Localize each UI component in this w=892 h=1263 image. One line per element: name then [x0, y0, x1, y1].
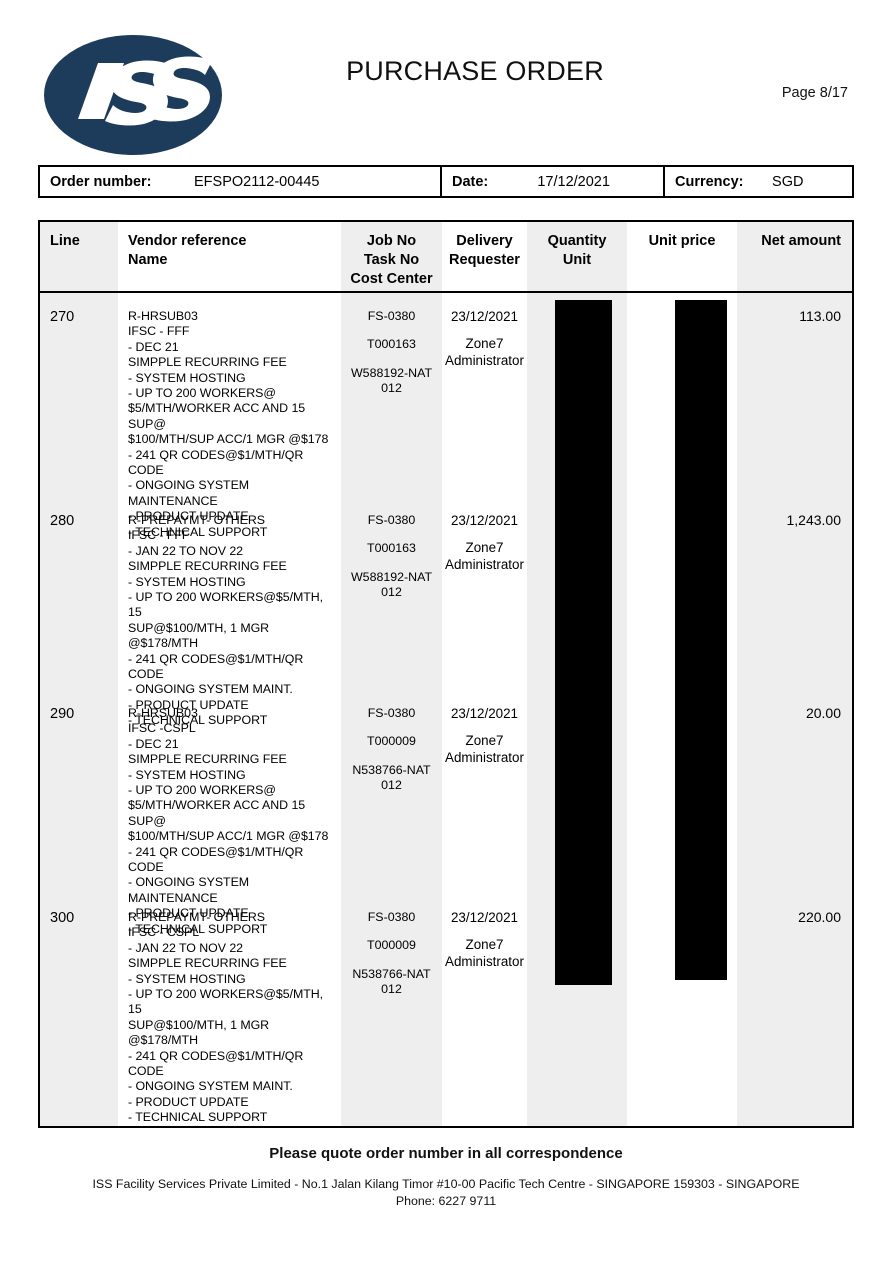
footer-phone: Phone: 6227 9711 [395, 1194, 497, 1208]
cell-vendor-name: R-PREPAYMT- OTHERS IFSC - CSPL - JAN 22 … [128, 910, 324, 1125]
job-number: FS-0380 [367, 910, 416, 924]
cell-delivery: 23/12/2021 Zone7 Administrator [442, 910, 527, 970]
currency-value: SGD [772, 173, 804, 190]
task-number: T000009 [367, 734, 416, 749]
order-info-bar: Order number: EFSPO2112-00445 Date: 17/1… [38, 165, 854, 198]
cell-net-amount: 1,243.00 [786, 512, 842, 528]
currency-label: Currency: [675, 173, 744, 190]
cell-vendor-name: R-HRSUB03 IFSC - FFF - DEC 21 SIMPPLE RE… [128, 309, 329, 539]
cell-line: 270 [50, 309, 75, 325]
document-header: PURCHASE ORDER Page 8/17 [0, 0, 892, 160]
order-date-cell: Date: 17/12/2021 [442, 167, 665, 196]
table-header-row: Line Vendor reference Name Job No Task N… [40, 222, 852, 293]
line-items-table: Line Vendor reference Name Job No Task N… [38, 220, 854, 1128]
table-body: 270 R-HRSUB03 IFSC - FFF - DEC 21 SIMPPL… [40, 293, 852, 1124]
requester: Zone7 Administrator [445, 540, 524, 573]
column-header-unit-price: Unit price [648, 233, 716, 249]
cost-center: N538766-NAT 012 [352, 762, 431, 792]
table-row[interactable]: 270 R-HRSUB03 IFSC - FFF - DEC 21 SIMPPL… [40, 293, 852, 539]
delivery-date: 23/12/2021 [450, 706, 519, 721]
currency-cell: Currency: SGD [665, 167, 850, 196]
requester: Zone7 Administrator [445, 733, 524, 766]
order-number-label: Order number: [50, 173, 152, 190]
column-header-job-no: Job No Task No Cost Center [350, 233, 433, 287]
cell-net-amount: 220.00 [798, 909, 841, 925]
cost-center: W588192-NAT 012 [350, 365, 433, 395]
page-number: Page 8/17 [781, 85, 848, 101]
table-row[interactable]: 300 R-PREPAYMT- OTHERS IFSC - CSPL - JAN… [40, 894, 852, 1124]
column-header-delivery: Delivery Requester [449, 233, 520, 268]
order-number-cell: Order number: EFSPO2112-00445 [40, 167, 442, 196]
job-number: FS-0380 [367, 309, 416, 323]
unit-price-redaction-bar [675, 300, 727, 980]
column-header-quantity: Quantity Unit [547, 233, 607, 268]
delivery-date: 23/12/2021 [450, 513, 519, 528]
cell-net-amount: 20.00 [805, 705, 841, 721]
footer-address: ISS Facility Services Private Limited - … [92, 1177, 800, 1191]
column-stripe-line [40, 222, 118, 1126]
column-header-vendor-reference: Vendor reference Name [128, 233, 247, 268]
job-number: FS-0380 [367, 513, 416, 527]
cell-job-no: FS-0380 T000009 N538766-NAT 012 [341, 910, 442, 997]
cost-center: N538766-NAT 012 [352, 966, 431, 996]
cell-line: 280 [50, 513, 75, 529]
iss-logo [42, 33, 224, 158]
delivery-date: 23/12/2021 [450, 910, 519, 925]
table-row[interactable]: 280 R-PREPAYMT- OTHERS IFSC - FFF - JAN … [40, 497, 852, 727]
iss-logo-icon [44, 35, 222, 155]
delivery-date: 23/12/2021 [450, 309, 519, 324]
task-number: T000163 [367, 337, 416, 352]
cell-job-no: FS-0380 T000009 N538766-NAT 012 [341, 706, 442, 793]
footer-note: Please quote order number in all corresp… [269, 1145, 623, 1162]
cell-vendor-name: R-PREPAYMT- OTHERS IFSC - FFF - JAN 22 T… [128, 513, 324, 728]
cell-line: 300 [50, 910, 75, 926]
task-number: T000163 [367, 541, 416, 556]
cell-delivery: 23/12/2021 Zone7 Administrator [442, 309, 527, 369]
order-number-value: EFSPO2112-00445 [194, 173, 320, 190]
cell-net-amount: 113.00 [799, 308, 841, 324]
task-number: T000009 [367, 938, 416, 953]
table-row[interactable]: 290 R-HRSUB03 IFSC -CSPL - DEC 21 SIMPPL… [40, 690, 852, 936]
column-header-line: Line [50, 233, 80, 249]
cell-line: 290 [50, 706, 75, 722]
cell-delivery: 23/12/2021 Zone7 Administrator [442, 513, 527, 573]
document-footer: Please quote order number in all corresp… [0, 1145, 892, 1210]
cell-vendor-name: R-HRSUB03 IFSC -CSPL - DEC 21 SIMPPLE RE… [128, 706, 329, 936]
quantity-redaction-bar [555, 300, 612, 985]
cost-center: W588192-NAT 012 [350, 569, 433, 599]
page-title: PURCHASE ORDER [346, 56, 604, 86]
column-stripe-job [341, 222, 442, 1126]
cell-job-no: FS-0380 T000163 W588192-NAT 012 [341, 309, 442, 396]
cell-delivery: 23/12/2021 Zone7 Administrator [442, 706, 527, 766]
cell-job-no: FS-0380 T000163 W588192-NAT 012 [341, 513, 442, 600]
column-stripe-net [737, 222, 852, 1126]
order-date-label: Date: [452, 173, 489, 190]
order-date-value: 17/12/2021 [537, 173, 610, 190]
job-number: FS-0380 [367, 706, 416, 720]
requester: Zone7 Administrator [445, 336, 524, 369]
column-header-net-amount: Net amount [761, 233, 841, 249]
requester: Zone7 Administrator [445, 937, 524, 970]
